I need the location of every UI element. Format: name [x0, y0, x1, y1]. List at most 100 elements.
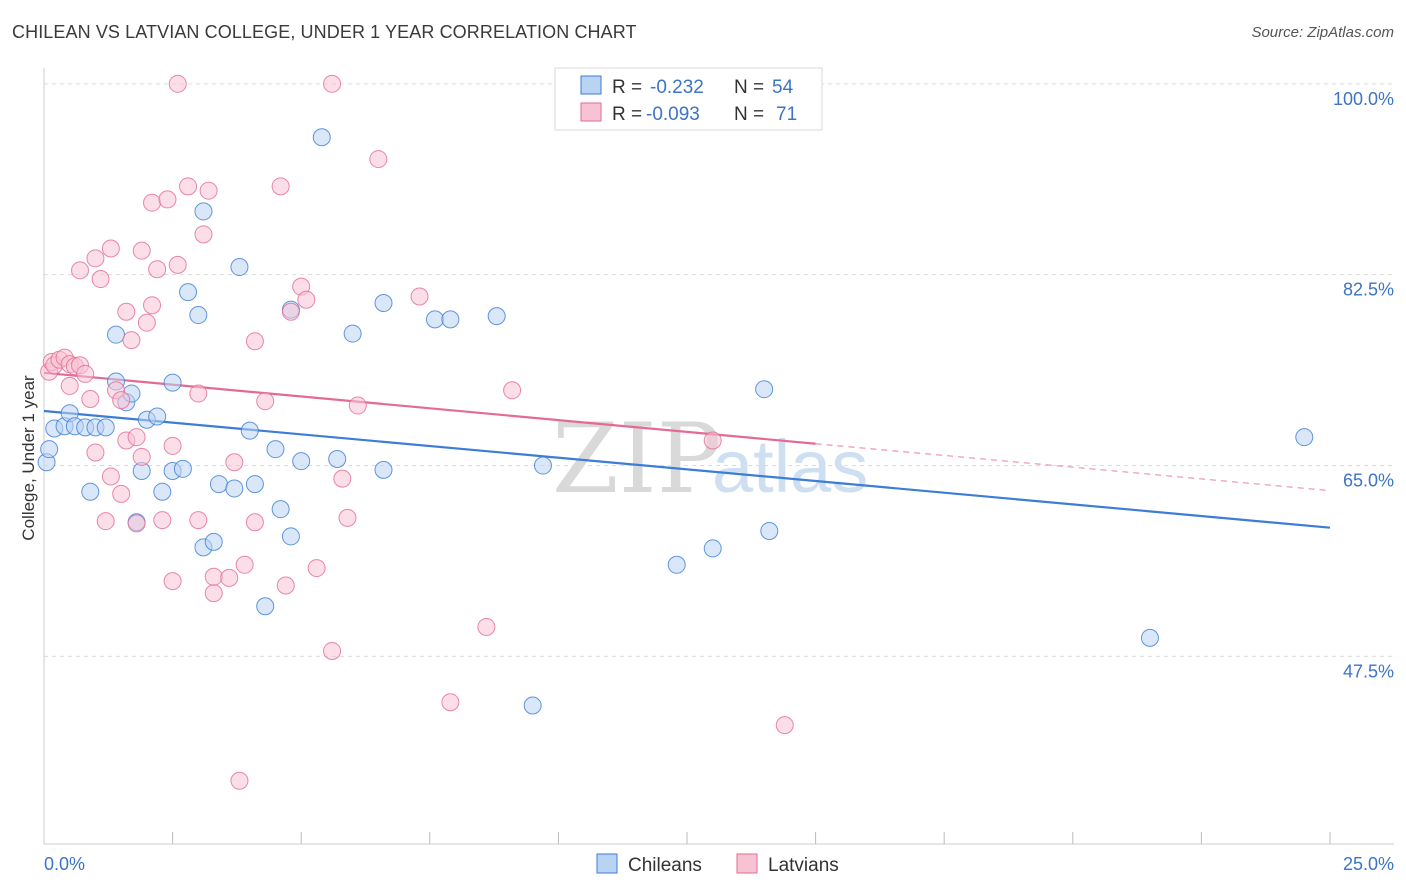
series-legend-label-latvians: Latvians [768, 855, 839, 876]
point-latvians [76, 364, 95, 383]
point-latvians [281, 302, 300, 321]
x-tick-label: 25.0% [1343, 854, 1394, 874]
point-chileans [256, 597, 275, 616]
point-latvians [96, 512, 115, 531]
point-latvians [81, 390, 100, 409]
point-latvians [143, 193, 162, 212]
point-latvians [235, 555, 254, 574]
point-chileans [204, 532, 223, 551]
point-chileans [703, 539, 722, 558]
point-latvians [179, 177, 198, 196]
point-latvians [369, 150, 388, 169]
point-latvians [189, 384, 208, 403]
watermark-atlas: atlas [712, 425, 868, 508]
point-chileans [266, 440, 285, 459]
y-tick-label: 100.0% [1333, 89, 1394, 109]
point-latvians [112, 484, 131, 503]
point-latvians [307, 559, 326, 578]
point-latvians [153, 511, 172, 530]
point-latvians [703, 431, 722, 450]
point-latvians [256, 392, 275, 411]
point-latvians [245, 332, 264, 351]
point-latvians [143, 296, 162, 315]
series-legend-swatch-latvians [736, 853, 758, 874]
x-tick-label: 0.0% [44, 854, 85, 874]
point-chileans [163, 373, 182, 392]
point-latvians [112, 391, 131, 410]
legend-n-label-chileans: N = [734, 77, 764, 98]
chart-source: Source: ZipAtlas.com [1251, 24, 1394, 41]
point-latvians [91, 270, 110, 289]
point-chileans [81, 482, 100, 501]
point-latvians [189, 511, 208, 530]
point-latvians [225, 453, 244, 472]
point-chileans [281, 527, 300, 546]
point-latvians [163, 436, 182, 455]
series-legend: Chileans Latvians [596, 853, 839, 876]
point-latvians [297, 290, 316, 309]
legend-swatch-chileans [580, 75, 602, 95]
point-chileans [292, 452, 311, 471]
data-points [37, 74, 1314, 790]
point-chileans [173, 459, 192, 478]
point-latvians [158, 190, 177, 209]
point-chileans [245, 475, 264, 494]
point-chileans [189, 306, 208, 325]
point-latvians [148, 260, 167, 279]
legend-r-label-latvians: R = [612, 104, 642, 125]
legend-n-value-latvians: 71 [776, 104, 797, 125]
point-chileans [96, 418, 115, 437]
point-latvians [410, 287, 429, 306]
y-tick-label: 82.5% [1343, 280, 1394, 300]
point-chileans [667, 555, 686, 574]
point-chileans [755, 380, 774, 399]
point-latvians [333, 469, 352, 488]
point-latvians [132, 447, 151, 466]
point-latvians [323, 74, 342, 93]
point-latvians [127, 428, 146, 447]
point-latvians [220, 568, 239, 587]
point-chileans [760, 521, 779, 540]
legend-r-value-latvians: -0.093 [646, 104, 700, 125]
point-latvians [441, 693, 460, 712]
point-latvians [127, 514, 146, 533]
point-latvians [163, 572, 182, 591]
point-latvians [101, 239, 120, 258]
point-chileans [312, 128, 331, 147]
point-latvians [230, 771, 249, 790]
point-latvians [199, 181, 218, 200]
point-chileans [374, 294, 393, 313]
point-latvians [60, 376, 79, 395]
point-latvians [168, 255, 187, 274]
point-chileans [441, 310, 460, 329]
stats-legend: R = -0.232 N = 54 R = -0.093 N = 71 [554, 67, 823, 131]
point-chileans [40, 440, 59, 459]
point-latvians [323, 641, 342, 660]
series-legend-label-chileans: Chileans [628, 855, 702, 876]
point-chileans [1140, 628, 1159, 647]
point-latvians [137, 313, 156, 332]
point-latvians [477, 617, 496, 636]
point-latvians [338, 508, 357, 527]
point-latvians [132, 241, 151, 260]
y-tick-label: 65.0% [1343, 471, 1394, 491]
point-chileans [107, 325, 126, 344]
point-latvians [194, 225, 213, 244]
legend-r-label-chileans: R = [612, 77, 642, 98]
point-chileans [533, 456, 552, 475]
y-axis-label: College, Under 1 year [19, 375, 38, 541]
point-chileans [1295, 428, 1314, 447]
point-chileans [271, 500, 290, 519]
point-latvians [503, 381, 522, 400]
chart-title: CHILEAN VS LATVIAN COLLEGE, UNDER 1 YEAR… [12, 22, 637, 42]
point-chileans [240, 421, 259, 440]
point-latvians [348, 396, 367, 415]
point-chileans [153, 482, 172, 501]
point-chileans [209, 475, 228, 494]
point-latvians [271, 177, 290, 196]
x-tick-labels: 0.0% 25.0% [44, 854, 1394, 874]
point-latvians [245, 513, 264, 532]
point-latvians [71, 261, 90, 280]
point-latvians [101, 467, 120, 486]
